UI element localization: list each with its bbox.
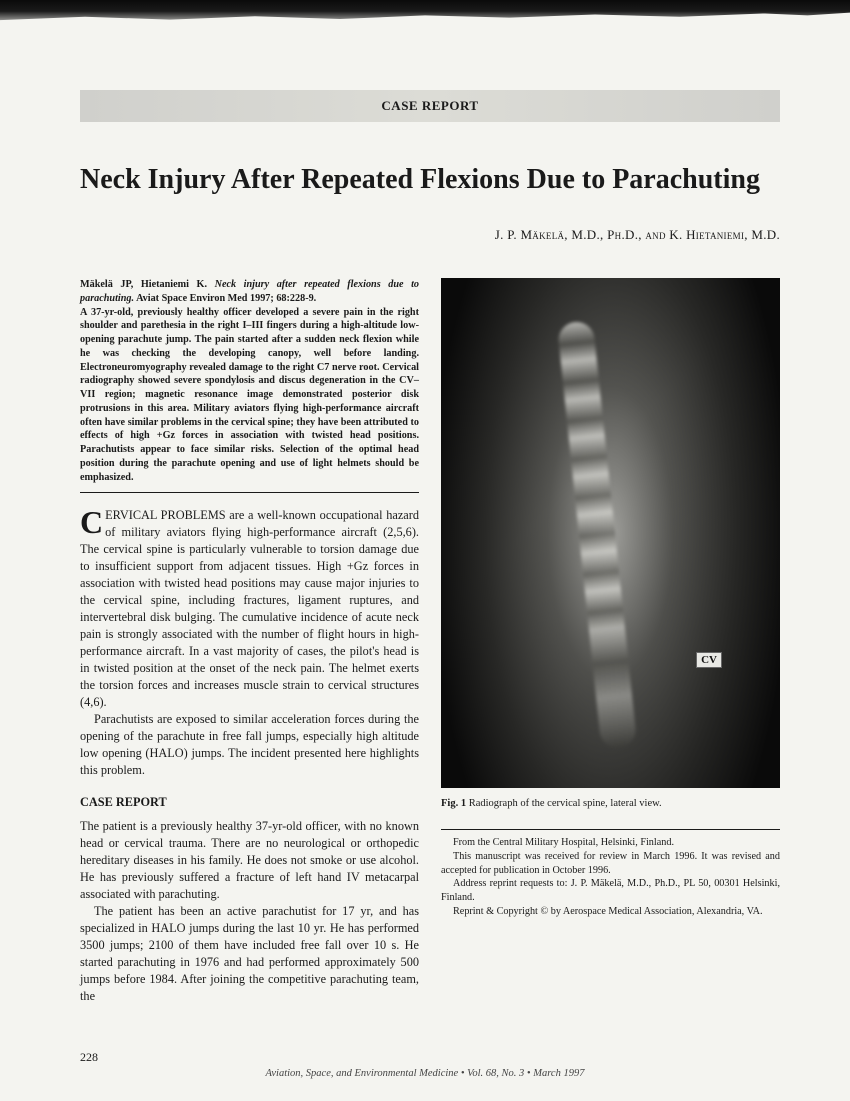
- footnote-copyright: Reprint & Copyright © by Aerospace Medic…: [441, 905, 780, 919]
- author-line: J. P. Mäkelä, M.D., Ph.D., and K. Hietan…: [80, 227, 780, 243]
- left-column: Mäkelä JP, Hietaniemi K. Neck injury aft…: [80, 278, 419, 1005]
- abstract-block: Mäkelä JP, Hietaniemi K. Neck injury aft…: [80, 278, 419, 484]
- footnote-address: Address reprint requests to: J. P. Mäkel…: [441, 877, 780, 905]
- case-report-body: The patient is a previously healthy 37-y…: [80, 818, 419, 1005]
- running-footer: Aviation, Space, and Environmental Medic…: [266, 1068, 585, 1079]
- dropcap: C: [80, 507, 105, 535]
- cv-marker: CV: [696, 652, 722, 668]
- footnote-received: This manuscript was received for review …: [441, 850, 780, 878]
- article-title: Neck Injury After Repeated Flexions Due …: [80, 162, 780, 197]
- banner-label: CASE REPORT: [381, 98, 478, 114]
- abstract-cite-source: Aviat Space Environ Med 1997; 68:228-9.: [136, 293, 316, 304]
- abstract-body: A 37-yr-old, previously healthy officer …: [80, 307, 419, 483]
- right-column: CV Fig. 1 Radiograph of the cervical spi…: [441, 278, 780, 1005]
- case-p1: The patient is a previously healthy 37-y…: [80, 818, 419, 903]
- footnote-block: From the Central Military Hospital, Hels…: [441, 836, 780, 919]
- figure-1: CV: [441, 278, 780, 788]
- section-banner: CASE REPORT: [80, 90, 780, 122]
- abstract-rule: [80, 492, 419, 493]
- abstract-cite-authors: Mäkelä JP, Hietaniemi K.: [80, 279, 207, 290]
- spine-silhouette: [557, 320, 638, 750]
- two-column-layout: Mäkelä JP, Hietaniemi K. Neck injury aft…: [80, 278, 780, 1005]
- scanned-page: CASE REPORT Neck Injury After Repeated F…: [0, 0, 850, 1101]
- footnote-affiliation: From the Central Military Hospital, Hels…: [441, 836, 780, 850]
- intro-p1: ERVICAL PROBLEMS are a well-known occupa…: [80, 508, 419, 709]
- page-content: CASE REPORT Neck Injury After Repeated F…: [0, 0, 850, 1035]
- radiograph-image: CV: [441, 278, 780, 788]
- footnote-rule: [441, 829, 780, 830]
- figure-caption-label: Fig. 1: [441, 798, 466, 809]
- section-heading: CASE REPORT: [80, 795, 419, 810]
- figure-caption: Fig. 1 Radiograph of the cervical spine,…: [441, 798, 780, 809]
- case-p2: The patient has been an active parachuti…: [80, 903, 419, 1005]
- introduction: CERVICAL PROBLEMS are a well-known occup…: [80, 507, 419, 779]
- figure-caption-text: Radiograph of the cervical spine, latera…: [469, 798, 662, 809]
- page-number: 228: [80, 1050, 98, 1065]
- intro-p2: Parachutists are exposed to similar acce…: [80, 711, 419, 779]
